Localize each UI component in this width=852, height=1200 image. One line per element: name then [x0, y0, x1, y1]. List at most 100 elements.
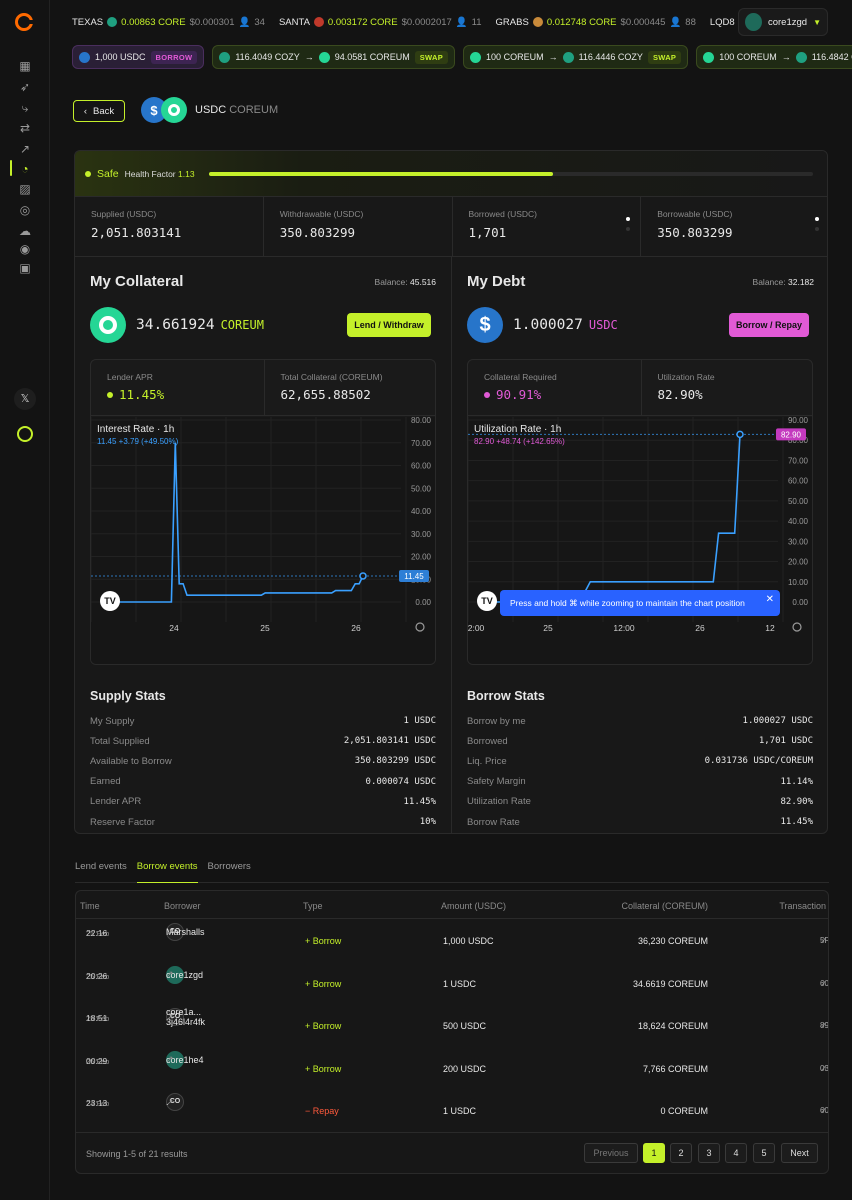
- arrow-icon: →: [781, 52, 791, 62]
- settings-icon: [415, 622, 425, 632]
- health-progress: [209, 172, 813, 176]
- table-row[interactable]: 22:16 25 Feb CO Marshalls ↗ + Borrow 1,000 USD…: [76, 920, 828, 963]
- stack-icon[interactable]: ◎: [19, 203, 31, 217]
- utilization-rate-chart[interactable]: 90.00 80.00 70.00 60.00 50.00 40.00 30.00 20.00…: [468, 417, 812, 664]
- external-link-icon[interactable]: ↗: [166, 1096, 174, 1107]
- y-tick-label: 0.00: [792, 598, 808, 607]
- page-3-button[interactable]: 3: [698, 1143, 720, 1163]
- profile-menu[interactable]: core1zgd ▼: [738, 8, 828, 36]
- external-link-icon: ↗: [820, 1021, 827, 1031]
- eye-icon[interactable]: ◉: [19, 242, 31, 256]
- swap-icon[interactable]: ⇄: [19, 121, 31, 135]
- interest-rate-chart[interactable]: 80.0070.0060.0050.0040.0030.0020.0010.00…: [91, 417, 435, 664]
- sidebar: ▦ ➶ ⤷ ⇄ ↗ ◔ ▨ ◎ ☁ ◉ ▣ 𝕏: [0, 0, 50, 1200]
- tradingview-icon[interactable]: TV: [477, 591, 497, 611]
- stat-label: Borrow Rate: [467, 816, 520, 828]
- activity-chip[interactable]: 116.4049 COZY → 94.0581 COREUM SWAP: [212, 45, 456, 69]
- activity-text: 1,000 USDC: [95, 52, 146, 62]
- col-amount: Amount (USDC): [441, 901, 507, 911]
- swap-tag: SWAP: [414, 50, 449, 64]
- x-social-icon[interactable]: 𝕏: [14, 388, 36, 410]
- col-collateral: Collateral (COREUM): [621, 901, 708, 911]
- table-row[interactable]: 20:26 25 Feb core1zgd ↗ + Borrow 1 USDC 34.661…: [76, 963, 828, 1006]
- health-progress-fill: [209, 172, 554, 176]
- table-row[interactable]: 00:29 25 Feb core1he4 ↗ + Borrow 200 USDC 7,76…: [76, 1048, 828, 1091]
- coreum-icon: [90, 307, 126, 343]
- page-5-button[interactable]: 5: [753, 1143, 775, 1163]
- row-amount: 1 USDC: [443, 1106, 477, 1117]
- external-link-icon[interactable]: ↗: [166, 1011, 174, 1022]
- ticker-symbol: SANTA: [278, 16, 310, 28]
- borrow-repay-button[interactable]: Borrow / Repay: [729, 313, 809, 337]
- grid-icon[interactable]: ▦: [19, 59, 31, 73]
- row-amount: 500 USDC: [443, 1021, 487, 1032]
- holders-icon: 👤: [455, 16, 468, 28]
- stat-label: Liq. Price: [467, 755, 507, 767]
- external-link-icon: ↗: [820, 936, 827, 945]
- close-icon[interactable]: ✕: [765, 594, 774, 605]
- pager-dots[interactable]: [815, 217, 821, 237]
- token-ticker: TEXAS 0.00863 CORE $0.000301 👤 34 SANTA …: [72, 10, 749, 34]
- back-button[interactable]: ‹ Back: [73, 100, 125, 122]
- lend-withdraw-button[interactable]: Lend / Withdraw: [347, 313, 431, 337]
- results-count: Showing 1-5 of 21 results: [86, 1149, 188, 1159]
- cloud-icon[interactable]: ☁: [19, 224, 31, 238]
- debt-chart-card: Collateral Required 90.91% Utilization Ra…: [467, 359, 813, 665]
- page-1-button[interactable]: 1: [643, 1143, 665, 1163]
- trend-icon[interactable]: ↗: [19, 142, 31, 156]
- chart-icon[interactable]: ▨: [19, 182, 31, 196]
- cozy-icon: [795, 51, 807, 63]
- tradingview-icon[interactable]: TV: [100, 591, 120, 611]
- gift-icon[interactable]: ▣: [19, 261, 31, 275]
- page-4-button[interactable]: 4: [725, 1143, 747, 1163]
- token-icon: [107, 17, 118, 27]
- y-tick-label: 20.00: [411, 553, 432, 562]
- pager-dots[interactable]: [626, 217, 632, 237]
- health-bar: Safe Health Factor 1.13: [75, 151, 827, 197]
- token-icon: [532, 17, 543, 27]
- rocket-icon[interactable]: ➶: [19, 80, 31, 94]
- previous-button[interactable]: Previous: [584, 1143, 638, 1163]
- core-icon[interactable]: [17, 426, 33, 442]
- ticker-price-usd: $0.000445: [620, 16, 666, 28]
- external-link-icon[interactable]: ↗: [166, 926, 174, 937]
- link-icon[interactable]: ⤷: [21, 101, 29, 115]
- y-tick-label: 80.00: [411, 417, 432, 425]
- activity-chip[interactable]: 100 COREUM → 116.4446 COZY SWAP: [463, 45, 689, 69]
- zoom-tooltip: Press and hold ⌘ while zooming to mainta…: [500, 590, 780, 616]
- ticker-item[interactable]: TEXAS 0.00863 CORE $0.000301 👤 34: [72, 17, 265, 28]
- stat-value: 11.45%: [780, 817, 813, 828]
- external-link-icon[interactable]: ↗: [166, 969, 174, 980]
- stat-row: Available to Borrow 350.803299 USDC: [90, 751, 436, 771]
- stat-row: Reserve Factor 10%: [90, 812, 436, 832]
- activity-from: 100 COREUM: [719, 52, 777, 62]
- y-tick-label: 50.00: [411, 484, 432, 493]
- lend-icon[interactable]: ◔: [21, 162, 29, 176]
- stat-value: 350.803299 USDC: [354, 756, 436, 767]
- ticker-item[interactable]: SANTA 0.003172 CORE $0.0002017 👤 11: [279, 17, 482, 28]
- x-tick-label: 26: [695, 623, 705, 633]
- external-link-icon[interactable]: ↗: [166, 1054, 174, 1065]
- row-time: 22:16 25 Feb: [86, 928, 110, 938]
- tab-lend-events[interactable]: Lend events: [75, 861, 127, 872]
- stat-row: Borrowed 1,701 USDC: [467, 731, 813, 751]
- stat-label: My Supply: [90, 715, 135, 727]
- activity-chip[interactable]: 1,000 USDC BORROW: [72, 45, 205, 69]
- next-button[interactable]: Next: [781, 1143, 818, 1163]
- page-2-button[interactable]: 2: [670, 1143, 692, 1163]
- tab-borrow-events[interactable]: Borrow events: [136, 856, 198, 883]
- activity-chip[interactable]: 100 COREUM → 116.4842 COZY: [696, 45, 852, 69]
- external-link-icon: ↗: [820, 978, 827, 988]
- table-row[interactable]: 18:51 25 Feb CO core1a... 3j46l4r4fk ↗ + Borr…: [86, 1007, 829, 1032]
- stat-label: Borrow by me: [467, 715, 526, 727]
- app-logo[interactable]: [15, 13, 34, 31]
- col-borrower: Borrower: [164, 901, 201, 911]
- ticker-item[interactable]: GRABS 0.012748 CORE $0.000445 👤 88: [496, 17, 696, 28]
- external-link-icon: ↗: [820, 1063, 827, 1073]
- market-panel: Safe Health Factor 1.13 Supplied (USDC) 2…: [74, 150, 828, 834]
- events-tabs: Lend events Borrow events Borrowers: [75, 856, 829, 883]
- svg-text:82.90: 82.90: [781, 430, 802, 439]
- row-collateral: 0 COREUM: [660, 1106, 708, 1117]
- tab-borrowers[interactable]: Borrowers: [207, 861, 251, 872]
